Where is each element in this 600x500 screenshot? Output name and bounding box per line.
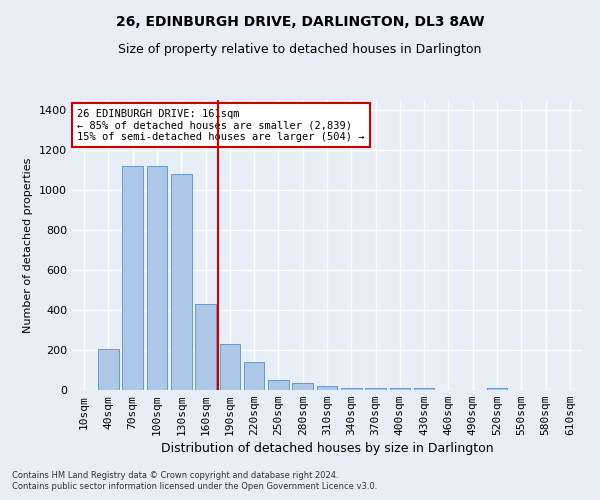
Bar [292, 383, 313, 390]
Bar [487, 388, 508, 390]
Bar [146, 166, 167, 390]
Bar [195, 304, 216, 390]
Text: 26, EDINBURGH DRIVE, DARLINGTON, DL3 8AW: 26, EDINBURGH DRIVE, DARLINGTON, DL3 8AW [116, 15, 484, 29]
Text: Contains HM Land Registry data © Crown copyright and database right 2024.: Contains HM Land Registry data © Crown c… [12, 470, 338, 480]
Text: Contains public sector information licensed under the Open Government Licence v3: Contains public sector information licen… [12, 482, 377, 491]
Bar [389, 388, 410, 390]
Bar [317, 386, 337, 390]
Text: 26 EDINBURGH DRIVE: 161sqm
← 85% of detached houses are smaller (2,839)
15% of s: 26 EDINBURGH DRIVE: 161sqm ← 85% of deta… [77, 108, 365, 142]
Bar [414, 388, 434, 390]
Bar [122, 166, 143, 390]
Bar [365, 388, 386, 390]
Bar [171, 174, 191, 390]
X-axis label: Distribution of detached houses by size in Darlington: Distribution of detached houses by size … [161, 442, 493, 456]
Bar [220, 344, 240, 390]
Bar [341, 388, 362, 390]
Bar [98, 349, 119, 390]
Text: Size of property relative to detached houses in Darlington: Size of property relative to detached ho… [118, 42, 482, 56]
Bar [244, 362, 265, 390]
Bar [268, 380, 289, 390]
Y-axis label: Number of detached properties: Number of detached properties [23, 158, 34, 332]
